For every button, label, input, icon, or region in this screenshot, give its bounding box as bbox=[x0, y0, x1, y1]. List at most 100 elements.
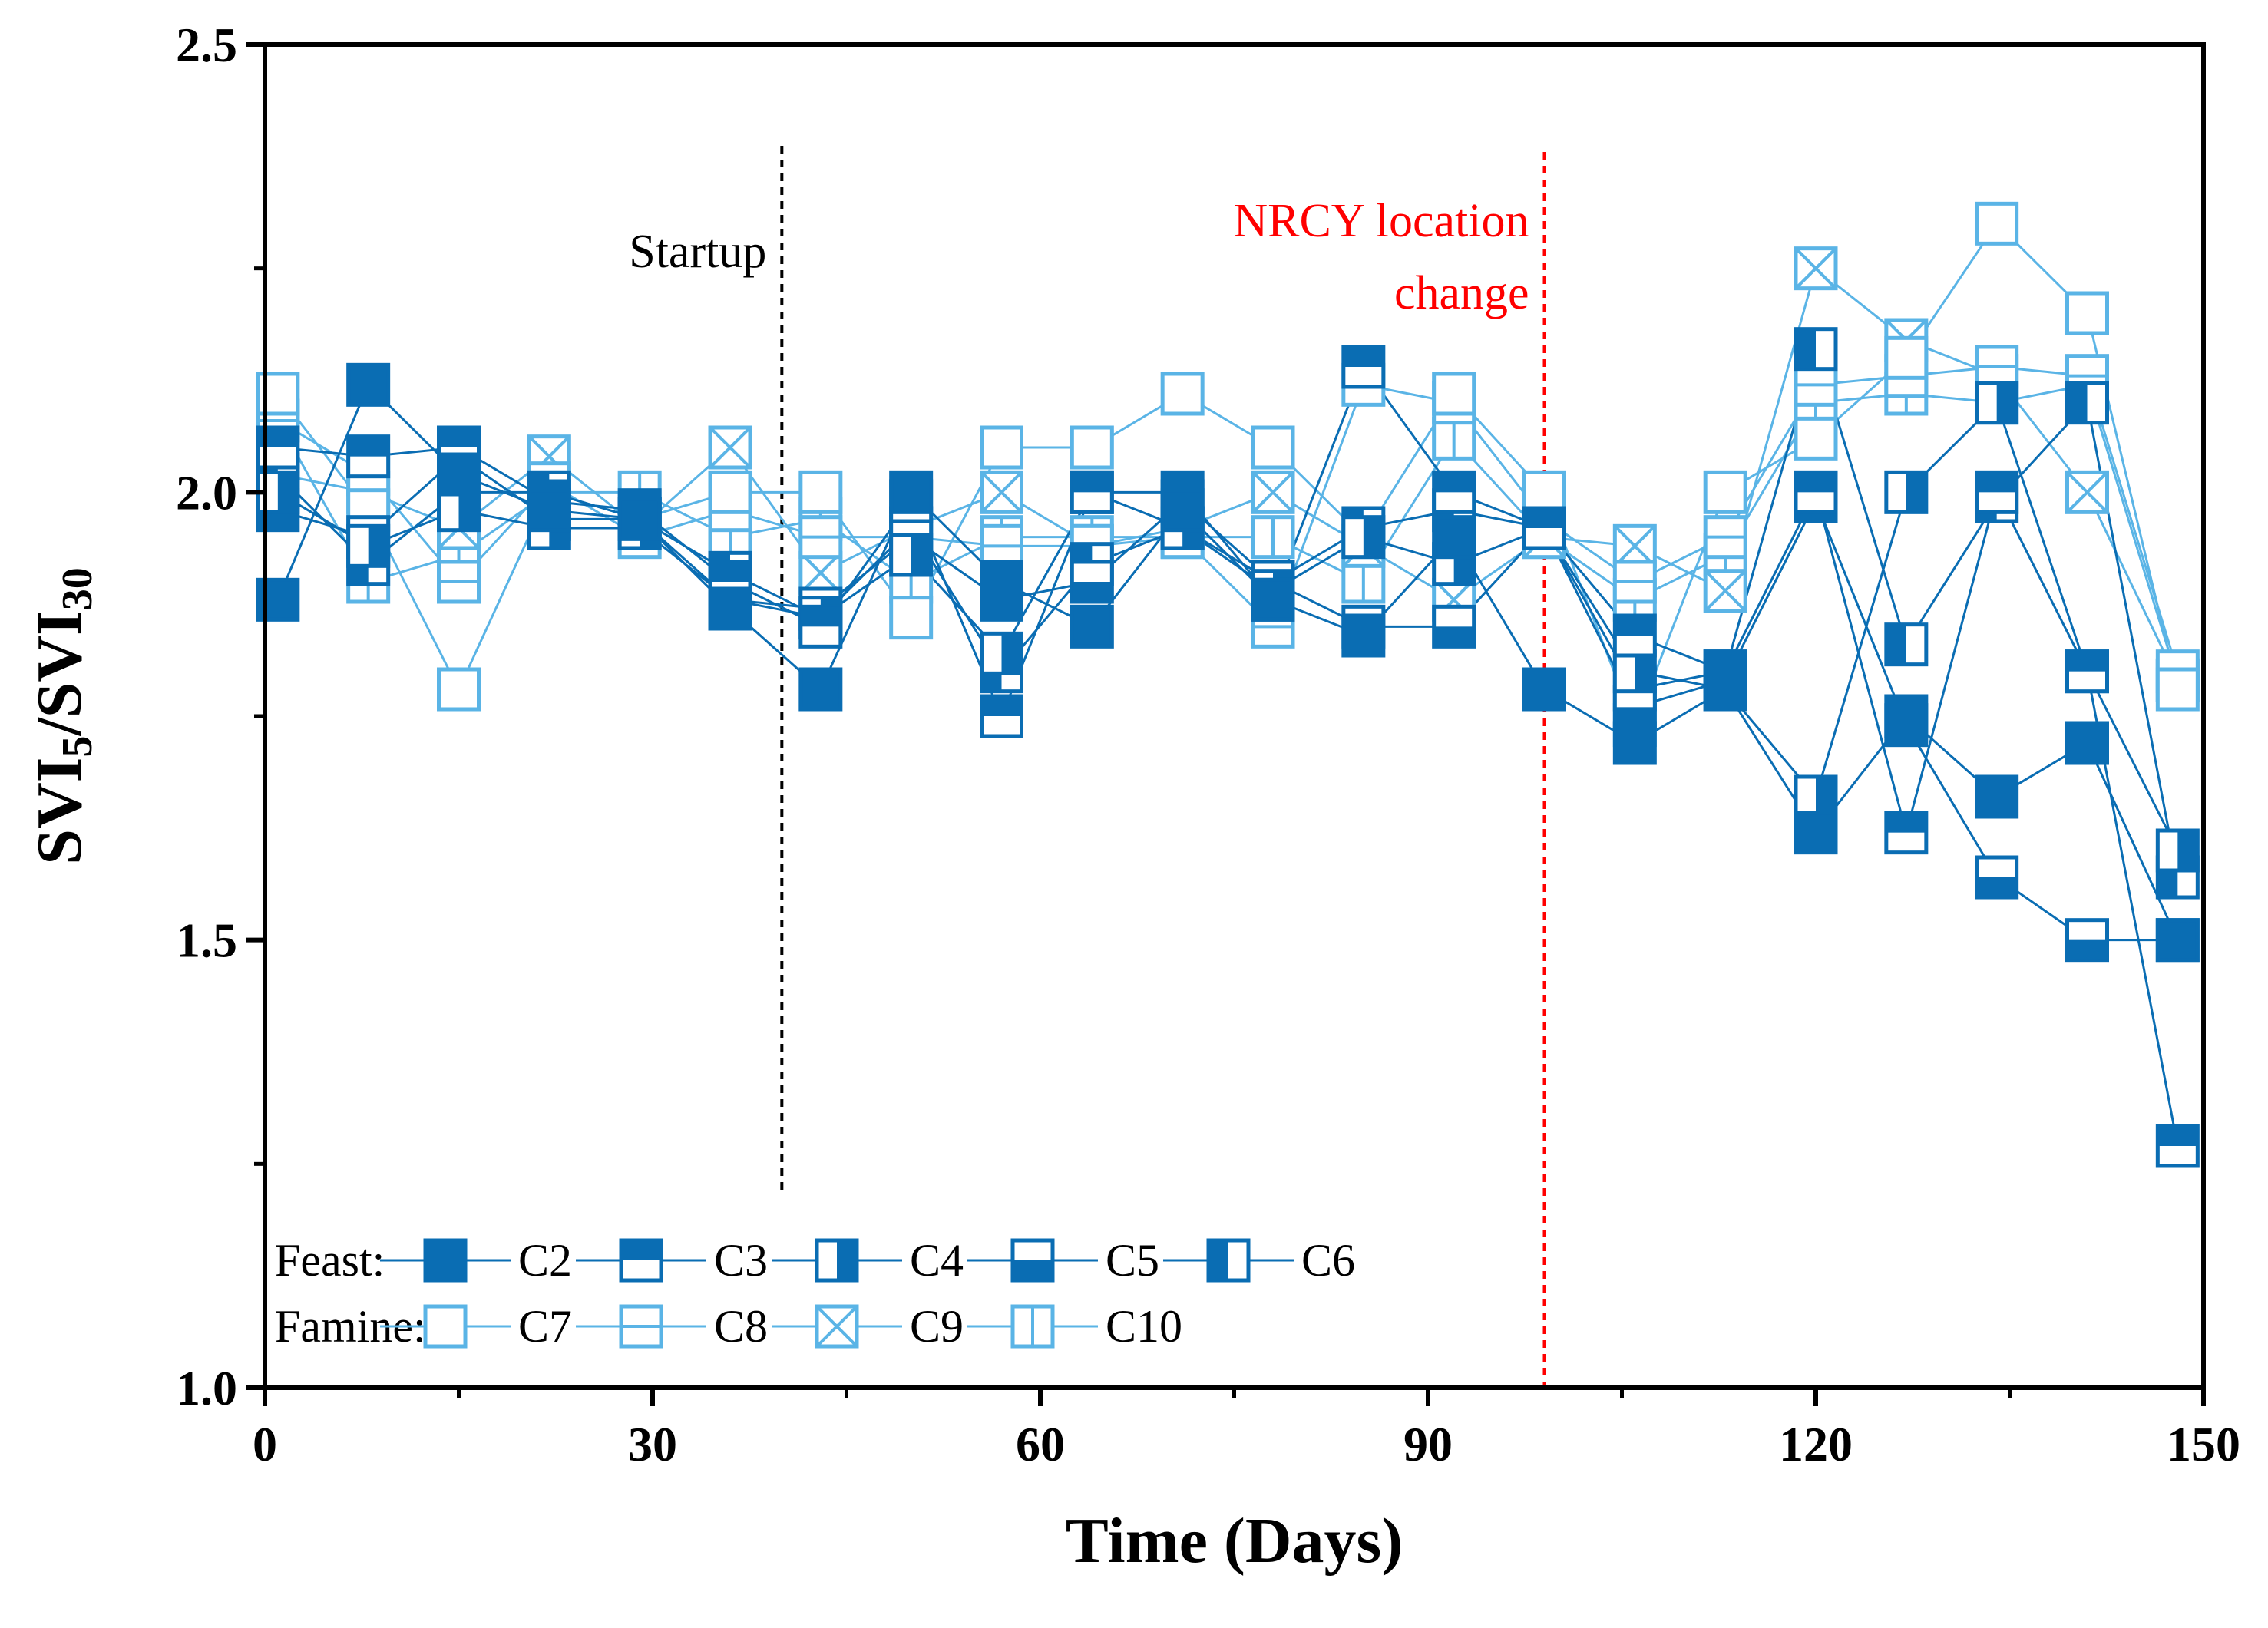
startup-annotation: Startup bbox=[629, 226, 766, 278]
data-point-C8 bbox=[1794, 362, 1838, 407]
data-point-C2 bbox=[527, 488, 571, 533]
data-point-C3 bbox=[2155, 1124, 2200, 1168]
data-point-C9 bbox=[2065, 470, 2109, 514]
data-point-C4 bbox=[1612, 649, 1657, 694]
data-point-C4 bbox=[980, 631, 1023, 675]
x-tick-label: 30 bbox=[628, 1417, 677, 1471]
data-point-C8 bbox=[1975, 345, 2019, 389]
legend-label-C3: C3 bbox=[714, 1235, 768, 1286]
data-point-C8 bbox=[798, 515, 843, 560]
data-point-C7 bbox=[1884, 335, 1929, 380]
y-tick-label: 1.0 bbox=[176, 1361, 237, 1415]
legend-marker-C10 bbox=[1010, 1304, 1055, 1349]
legend-marker-C2 bbox=[423, 1238, 468, 1283]
data-point-C2 bbox=[889, 470, 934, 514]
data-point-C3 bbox=[1794, 470, 1838, 514]
data-point-C9 bbox=[527, 434, 571, 479]
data-point-C6 bbox=[1794, 327, 1838, 372]
data-point-C2 bbox=[2155, 918, 2200, 963]
data-point-C7 bbox=[2065, 291, 2109, 335]
nrcy-change-annotation-line2: change bbox=[1394, 267, 1529, 319]
series-line-C6 bbox=[276, 345, 2179, 878]
data-point-C9 bbox=[708, 425, 752, 470]
data-point-C9 bbox=[798, 550, 843, 595]
data-point-C7 bbox=[980, 425, 1023, 470]
series-line-C9 bbox=[277, 266, 2179, 681]
data-point-C3 bbox=[980, 694, 1023, 738]
data-point-C2 bbox=[346, 362, 391, 407]
data-point-C4 bbox=[1975, 381, 2019, 425]
data-point-C7 bbox=[437, 667, 481, 712]
data-point-C3 bbox=[1612, 613, 1657, 658]
data-point-C2 bbox=[1160, 488, 1205, 533]
legend-label-C5: C5 bbox=[1106, 1235, 1159, 1286]
data-point-C3 bbox=[1341, 345, 1386, 389]
data-point-C9 bbox=[980, 470, 1023, 514]
data-point-C2 bbox=[1975, 774, 2019, 819]
data-point-C5 bbox=[1432, 604, 1476, 649]
plot-area bbox=[256, 42, 2206, 1390]
data-point-C7 bbox=[1070, 425, 1114, 470]
data-point-C2 bbox=[1522, 667, 1566, 712]
data-point-C6 bbox=[2065, 381, 2109, 425]
legend-label-C9: C9 bbox=[910, 1301, 964, 1352]
legend-marker-C3 bbox=[619, 1238, 663, 1283]
data-point-C7 bbox=[1975, 201, 2019, 246]
data-point-C7 bbox=[1160, 372, 1205, 416]
data-point-C2 bbox=[980, 560, 1023, 604]
y-tick-label: 2.0 bbox=[176, 465, 237, 520]
data-point-C9 bbox=[1703, 569, 1747, 613]
y-tick-label: 2.5 bbox=[176, 18, 237, 72]
data-point-C3 bbox=[1884, 811, 1929, 855]
data-point-C2 bbox=[617, 497, 662, 541]
data-point-C4 bbox=[1884, 470, 1929, 514]
data-point-C4 bbox=[2155, 828, 2200, 873]
data-point-C8 bbox=[980, 523, 1023, 568]
series-line-C4 bbox=[277, 400, 2179, 851]
data-point-C2 bbox=[1251, 577, 1295, 622]
data-point-C2 bbox=[1612, 721, 1657, 765]
data-point-C3 bbox=[1432, 470, 1476, 514]
data-point-C9 bbox=[1251, 470, 1295, 514]
x-tick-label: 120 bbox=[1779, 1417, 1853, 1471]
data-point-C5 bbox=[1975, 855, 2019, 900]
legend-label-C7: C7 bbox=[518, 1301, 572, 1352]
y-axis-title: SVI5/SVI30 bbox=[24, 567, 101, 864]
data-point-C2 bbox=[1341, 613, 1386, 658]
legend-marker-C5 bbox=[1010, 1238, 1055, 1283]
data-point-C3 bbox=[1522, 506, 1566, 550]
data-point-C10 bbox=[1341, 560, 1386, 604]
nrcy-change-annotation-line1: NRCY location bbox=[1233, 195, 1529, 247]
data-point-C9 bbox=[1794, 246, 1838, 291]
data-point-C5 bbox=[1070, 560, 1114, 604]
legend-marker-C9 bbox=[815, 1304, 859, 1349]
data-point-C2 bbox=[708, 586, 752, 631]
data-point-C4 bbox=[889, 533, 934, 577]
x-tick-label: 0 bbox=[253, 1417, 277, 1471]
data-point-C3 bbox=[1070, 470, 1114, 514]
data-point-C3 bbox=[2065, 649, 2109, 694]
data-point-C7 bbox=[708, 470, 752, 514]
data-point-C7 bbox=[798, 470, 843, 514]
x-tick-label: 90 bbox=[1403, 1417, 1453, 1471]
legend-label-C2: C2 bbox=[518, 1235, 572, 1286]
data-point-C3 bbox=[346, 434, 391, 479]
data-point-C9 bbox=[1612, 523, 1657, 568]
data-point-C3 bbox=[1975, 470, 2019, 514]
data-point-C2 bbox=[798, 667, 843, 712]
data-point-C8 bbox=[1612, 560, 1657, 604]
data-point-C4 bbox=[1341, 515, 1386, 560]
x-tick-label: 150 bbox=[2167, 1417, 2240, 1471]
data-point-C7 bbox=[889, 596, 934, 640]
legend-label-C10: C10 bbox=[1106, 1301, 1182, 1352]
legend-marker-C6 bbox=[1206, 1238, 1251, 1283]
legend-label-C6: C6 bbox=[1301, 1235, 1355, 1286]
data-point-C7 bbox=[1251, 425, 1295, 470]
legend-marker-C7 bbox=[423, 1304, 468, 1349]
legend-feast-label: Feast: bbox=[275, 1235, 385, 1286]
legend-marker-C8 bbox=[619, 1304, 663, 1349]
data-point-C2 bbox=[1884, 694, 1929, 738]
series-line-C5 bbox=[277, 454, 2178, 942]
